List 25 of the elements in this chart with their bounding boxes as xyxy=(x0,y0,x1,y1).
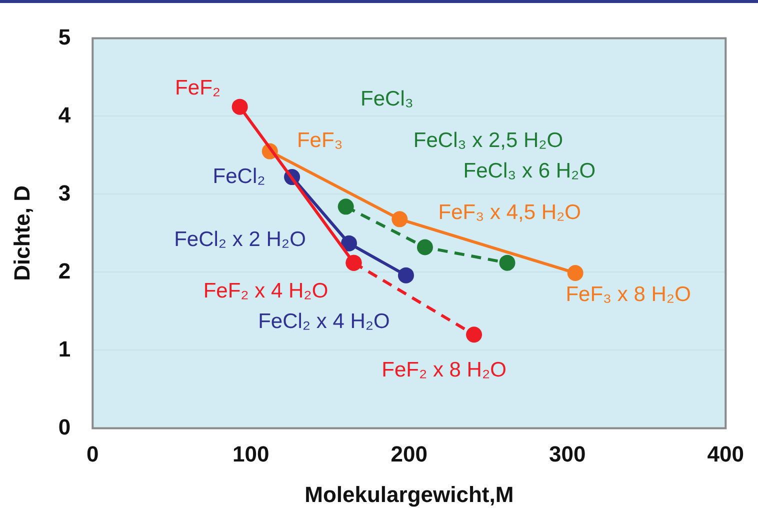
x-axis-title: Molekulargewicht,M xyxy=(304,482,514,507)
y-tick-label: 2 xyxy=(58,258,71,284)
annotation: FeCl₂ xyxy=(212,164,266,188)
y-tick-label: 0 xyxy=(58,414,71,440)
annotation: FeCl₃ x 2,5 H₂O xyxy=(413,128,564,152)
annotation: FeF₂ xyxy=(175,76,221,100)
annotation: FeF₃ xyxy=(296,129,343,152)
x-tick-label: 200 xyxy=(390,441,428,466)
x-tick-label: 300 xyxy=(549,441,586,466)
annotation: FeCl₃ xyxy=(360,88,414,111)
y-tick-label: 4 xyxy=(58,102,72,128)
y-tick-label: 1 xyxy=(58,336,71,362)
annotation: FeF₃ x 8 H₂O xyxy=(566,282,691,306)
x-tick-label: 400 xyxy=(707,441,744,466)
annotation: FeF₂ x 8 H₂O xyxy=(382,358,506,382)
annotation: FeF₂ x 4 H₂O xyxy=(203,280,328,303)
annotation: FeCl₂ x 4 H₂O xyxy=(258,310,390,334)
x-tick-label: 100 xyxy=(232,441,270,466)
y-tick-label: 5 xyxy=(58,24,71,50)
y-tick-label: 3 xyxy=(58,180,71,206)
x-tick-label: 0 xyxy=(86,441,99,466)
annotation: FeCl₂ x 2 H₂O xyxy=(174,228,306,252)
y-axis-title: Dichte, D xyxy=(9,186,34,281)
annotation: FeF₃ x 4,5 H₂O xyxy=(438,200,582,224)
annotation: FeCl₃ x 6 H₂O xyxy=(463,159,596,182)
